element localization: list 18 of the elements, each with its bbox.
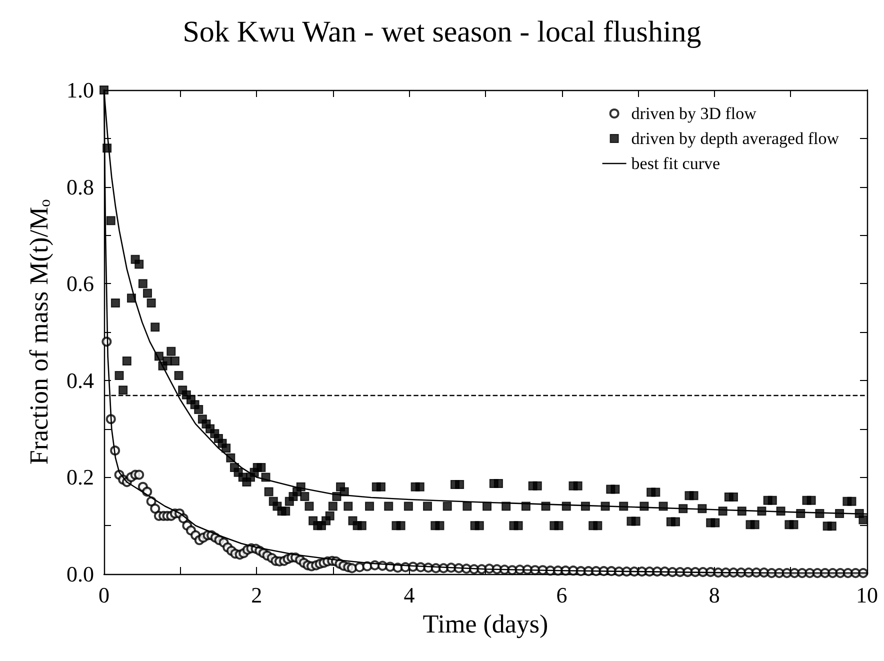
y-tick-label: 0.4 bbox=[66, 368, 94, 393]
x-tick-label: 6 bbox=[556, 582, 568, 608]
y-tick-label: 0.8 bbox=[66, 174, 94, 200]
x-tick-label: 4 bbox=[404, 582, 415, 608]
y-tick-label: 0.2 bbox=[66, 464, 94, 490]
legend-label: driven by 3D flow bbox=[631, 104, 758, 123]
x-tick-label: 0 bbox=[98, 582, 110, 608]
x-tick-label: 8 bbox=[708, 582, 720, 608]
y-tick-label: 1.0 bbox=[66, 78, 94, 102]
x-tick-label: 2 bbox=[251, 582, 262, 608]
legend-label: best fit curve bbox=[631, 154, 720, 173]
x-tick-label: 10 bbox=[856, 582, 878, 608]
chart-title: Sok Kwu Wan - wet season - local flushing bbox=[182, 16, 702, 48]
y-axis-title: Fraction of mass M(t)/Mₒ bbox=[24, 198, 54, 465]
x-axis-title: Time (days) bbox=[422, 609, 548, 638]
y-tick-label: 0.0 bbox=[66, 562, 94, 586]
legend-label: driven by depth averaged flow bbox=[631, 129, 840, 148]
y-tick-label: 0.6 bbox=[66, 271, 94, 296]
